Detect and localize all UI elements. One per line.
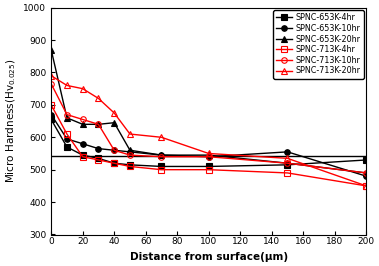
SPNC-713K-4hr (80, 155, 85, 158)
SPNC-653K-10hr (96, 147, 101, 150)
SPNC-653K-10hr (364, 174, 368, 178)
SPNC-653K-4hr (80, 153, 85, 157)
Legend: SPNC-653K-4hr, SPNC-653K-10hr, SPNC-653K-20hr, SPNC-713K-4hr, SPNC-713K-10hr, SP: SPNC-653K-4hr, SPNC-653K-10hr, SPNC-653K… (273, 10, 364, 78)
SPNC-713K-20hr (128, 132, 132, 136)
SPNC-713K-4hr (364, 184, 368, 188)
SPNC-713K-10hr (285, 162, 290, 165)
SPNC-653K-4hr (285, 163, 290, 167)
SPNC-653K-4hr (159, 165, 164, 168)
Line: SPNC-713K-20hr: SPNC-713K-20hr (49, 73, 369, 189)
SPNC-653K-4hr (128, 163, 132, 167)
SPNC-713K-10hr (65, 113, 69, 116)
SPNC-713K-4hr (49, 103, 53, 106)
Line: SPNC-653K-4hr: SPNC-653K-4hr (49, 117, 369, 169)
SPNC-713K-4hr (96, 158, 101, 161)
SPNC-713K-10hr (128, 153, 132, 157)
Line: SPNC-653K-20hr: SPNC-653K-20hr (49, 47, 369, 176)
X-axis label: Distance from surface(μm): Distance from surface(μm) (130, 252, 288, 262)
SPNC-713K-20hr (159, 136, 164, 139)
SPNC-653K-20hr (96, 123, 101, 126)
SPNC-713K-20hr (112, 111, 116, 115)
SPNC-653K-20hr (80, 123, 85, 126)
SPNC-653K-4hr (49, 118, 53, 121)
SPNC-713K-10hr (364, 171, 368, 174)
SPNC-653K-20hr (112, 121, 116, 124)
SPNC-713K-4hr (159, 168, 164, 171)
Line: SPNC-713K-10hr: SPNC-713K-10hr (49, 81, 369, 176)
SPNC-713K-4hr (285, 171, 290, 174)
SPNC-713K-10hr (207, 155, 211, 158)
SPNC-653K-20hr (128, 149, 132, 152)
SPNC-713K-20hr (207, 152, 211, 155)
SPNC-713K-20hr (364, 184, 368, 188)
SPNC-713K-4hr (207, 168, 211, 171)
SPNC-653K-20hr (49, 48, 53, 51)
SPNC-653K-4hr (65, 146, 69, 149)
SPNC-713K-20hr (65, 84, 69, 87)
Y-axis label: Micro Hardness(Hv$_{0.025}$): Micro Hardness(Hv$_{0.025}$) (4, 59, 18, 183)
Line: SPNC-713K-4hr: SPNC-713K-4hr (49, 102, 369, 189)
SPNC-653K-20hr (285, 162, 290, 165)
SPNC-653K-20hr (65, 116, 69, 119)
SPNC-713K-4hr (128, 165, 132, 168)
SPNC-713K-20hr (285, 157, 290, 160)
SPNC-653K-10hr (65, 137, 69, 140)
SPNC-713K-10hr (112, 149, 116, 152)
SPNC-653K-10hr (128, 150, 132, 153)
SPNC-653K-4hr (364, 158, 368, 161)
SPNC-653K-4hr (207, 165, 211, 168)
SPNC-653K-20hr (364, 171, 368, 174)
SPNC-713K-10hr (49, 82, 53, 85)
SPNC-653K-10hr (285, 150, 290, 153)
SPNC-653K-4hr (112, 162, 116, 165)
SPNC-713K-10hr (159, 155, 164, 158)
SPNC-713K-4hr (112, 162, 116, 165)
SPNC-653K-4hr (96, 157, 101, 160)
SPNC-713K-10hr (96, 123, 101, 126)
SPNC-653K-10hr (112, 149, 116, 152)
SPNC-653K-10hr (80, 142, 85, 145)
SPNC-653K-20hr (159, 153, 164, 157)
SPNC-713K-20hr (80, 87, 85, 90)
SPNC-653K-10hr (49, 113, 53, 116)
SPNC-653K-20hr (207, 153, 211, 157)
SPNC-653K-10hr (207, 155, 211, 158)
SPNC-713K-10hr (80, 118, 85, 121)
Line: SPNC-653K-10hr: SPNC-653K-10hr (49, 112, 369, 179)
SPNC-713K-20hr (49, 74, 53, 77)
SPNC-713K-20hr (96, 97, 101, 100)
SPNC-653K-10hr (159, 153, 164, 157)
SPNC-713K-4hr (65, 132, 69, 136)
